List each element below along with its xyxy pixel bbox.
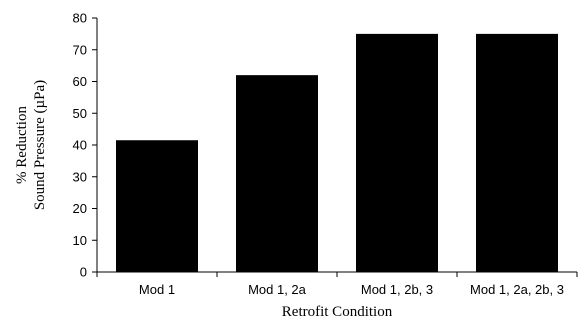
- y-axis-title-line-2: Sound Pressure (µPa): [32, 80, 48, 210]
- y-tick-label: 40: [73, 138, 87, 153]
- y-axis-ticks: 0 10 20 30 40 50 60 70 80: [73, 11, 97, 280]
- y-axis-title-line-1: % Reduction: [14, 106, 30, 184]
- y-tick-label: 10: [73, 233, 87, 248]
- y-tick-label: 70: [73, 42, 87, 57]
- bars: [116, 33, 558, 273]
- y-tick-label: 20: [73, 201, 87, 216]
- bar: [116, 140, 198, 272]
- x-tick-label: Mod 1, 2a: [248, 282, 307, 297]
- y-tick-label: 60: [73, 74, 87, 89]
- x-tick-label: Mod 1, 2b, 3: [361, 282, 433, 297]
- bar: [476, 33, 558, 272]
- y-tick-label: 30: [73, 169, 87, 184]
- bar: [236, 75, 318, 273]
- y-tick-label: 80: [73, 11, 87, 26]
- y-tick-label: 50: [73, 106, 87, 121]
- y-tick-label: 0: [80, 265, 87, 280]
- x-axis-title: Retrofit Condition: [282, 304, 393, 320]
- x-axis-ticks: Mod 1 Mod 1, 2a Mod 1, 2b, 3 Mod 1, 2a, 2b,…: [96, 272, 578, 297]
- bar: [356, 33, 438, 272]
- x-tick-label: Mod 1, 2a, 2b, 3: [470, 282, 564, 297]
- x-tick-label: Mod 1: [139, 282, 175, 297]
